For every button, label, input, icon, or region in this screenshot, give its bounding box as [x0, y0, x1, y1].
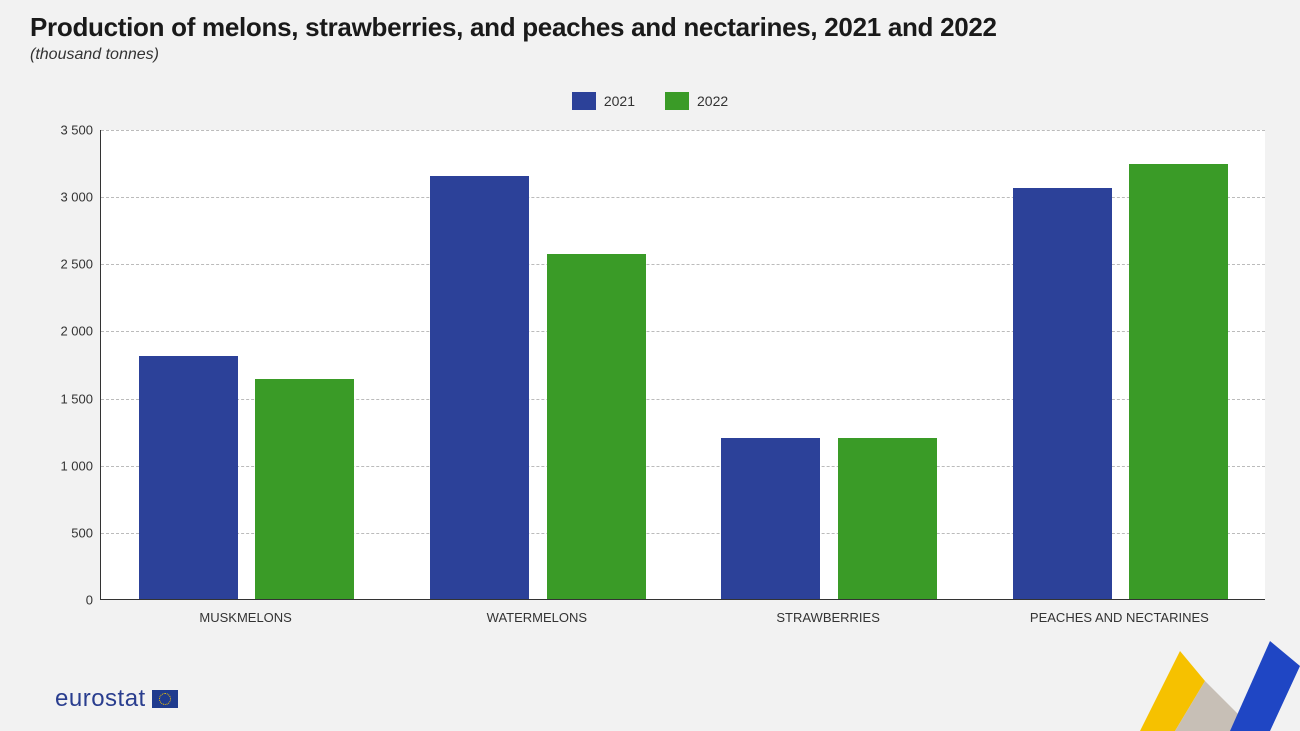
legend: 2021 2022: [0, 92, 1300, 110]
y-axis-tick-label: 2 500: [38, 257, 93, 272]
y-axis-tick-label: 500: [38, 525, 93, 540]
bar: [430, 176, 529, 599]
y-axis-tick-label: 0: [38, 593, 93, 608]
bar: [547, 254, 646, 599]
bar: [838, 438, 937, 599]
legend-item: 2021: [572, 92, 635, 110]
bar: [255, 379, 354, 599]
chart-container: Production of melons, strawberries, and …: [0, 0, 1300, 731]
bar: [721, 438, 820, 599]
y-axis-tick-label: 3 500: [38, 123, 93, 138]
chart-subtitle: (thousand tonnes): [30, 46, 159, 64]
legend-label: 2021: [604, 93, 635, 109]
legend-label: 2022: [697, 93, 728, 109]
plot-area: [100, 130, 1265, 600]
bar: [1013, 188, 1112, 599]
y-axis-tick-label: 1 000: [38, 458, 93, 473]
legend-swatch: [665, 92, 689, 110]
eurostat-logo: eurostat: [55, 685, 178, 713]
chart-title: Production of melons, strawberries, and …: [30, 12, 997, 43]
y-axis-tick-label: 2 000: [38, 324, 93, 339]
x-axis-tick-label: PEACHES AND NECTARINES: [1030, 610, 1209, 625]
legend-item: 2022: [665, 92, 728, 110]
eu-flag-icon: [152, 690, 178, 708]
legend-swatch: [572, 92, 596, 110]
gridline: [101, 130, 1265, 131]
logo-text: eurostat: [55, 685, 146, 713]
chart-area: 05001 0001 5002 0002 5003 0003 500MUSKME…: [55, 130, 1265, 640]
bar: [139, 356, 238, 599]
y-axis-tick-label: 3 000: [38, 190, 93, 205]
x-axis-tick-label: MUSKMELONS: [199, 610, 291, 625]
bar: [1129, 164, 1228, 599]
y-axis-tick-label: 1 500: [38, 391, 93, 406]
x-axis-tick-label: STRAWBERRIES: [776, 610, 880, 625]
x-axis-tick-label: WATERMELONS: [487, 610, 587, 625]
